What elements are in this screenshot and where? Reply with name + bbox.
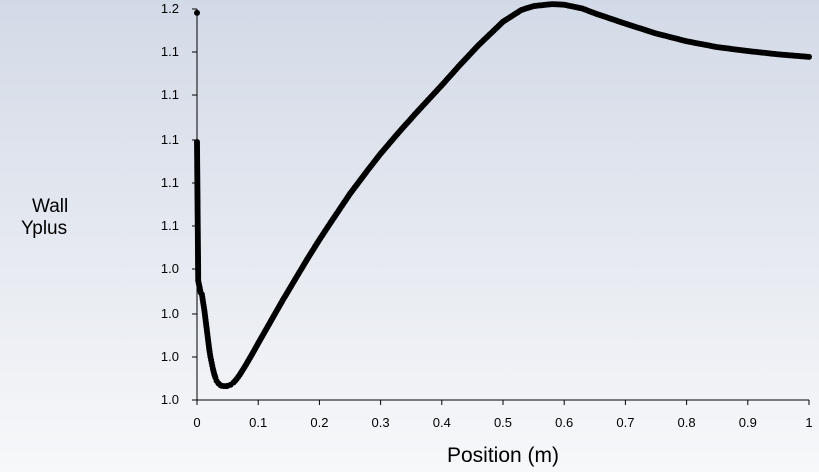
x-tick-label-3: 0.3 [372,415,390,430]
curve-dot-75 [200,304,207,311]
y-axis-title-line-1: Wall [32,196,68,217]
y-tick-label-0: 1.0 [161,392,179,407]
x-axis-title: Position (m) [447,444,559,467]
y-tick-label-4: 1.1 [161,218,179,233]
x-tick-label-0: 0 [193,415,200,430]
y-tick-label-9: 1.2 [161,1,179,16]
x-tick-label-10: 1 [805,415,812,430]
curve-dot-89 [207,351,214,358]
curve-dot-428 [803,53,810,60]
x-tick-label-9: 0.9 [739,415,757,430]
curve-dot-93 [211,372,218,379]
y-axis-title-line-2: Yplus [21,218,67,239]
curve-dot-91 [209,362,216,369]
y-tick-label-2: 1.0 [161,306,179,321]
y-tick-label-7: 1.1 [161,87,179,102]
x-ticks: 0 0.1 0.2 0.3 0.4 0.5 0.6 0.7 0.8 0.9 1 [193,400,813,430]
data-points [194,1,812,390]
x-tick-label-7: 0.7 [616,415,634,430]
axes [196,9,809,401]
curve-dot-81 [203,324,210,331]
y-tick-label-3: 1.0 [161,261,179,276]
curve-dot-71 [197,287,204,294]
x-tick-label-8: 0.8 [678,415,696,430]
curve-dot-84 [204,333,211,340]
y-tick-label-6: 1.1 [161,132,179,147]
y-tick-label-5: 1.1 [161,175,179,190]
curve-dot-73 [199,296,206,303]
y-tick-label-8: 1.1 [161,44,179,59]
data-point-0 [194,9,200,16]
y-ticks: 1.0 1.0 1.0 1.0 1.1 1.1 1.1 1.1 1.1 1.2 [161,1,197,407]
x-tick-label-2: 0.2 [310,415,328,430]
curve-dot-67 [195,275,202,282]
curve-dot-78 [202,314,209,321]
curve-dot-87 [205,343,212,350]
curve-dot-90 [208,356,215,363]
x-tick-label-1: 0.1 [249,415,267,430]
y-tick-label-1: 1.0 [161,349,179,364]
x-tick-label-5: 0.5 [494,415,512,430]
x-tick-label-4: 0.4 [433,415,451,430]
x-tick-label-6: 0.6 [555,415,573,430]
